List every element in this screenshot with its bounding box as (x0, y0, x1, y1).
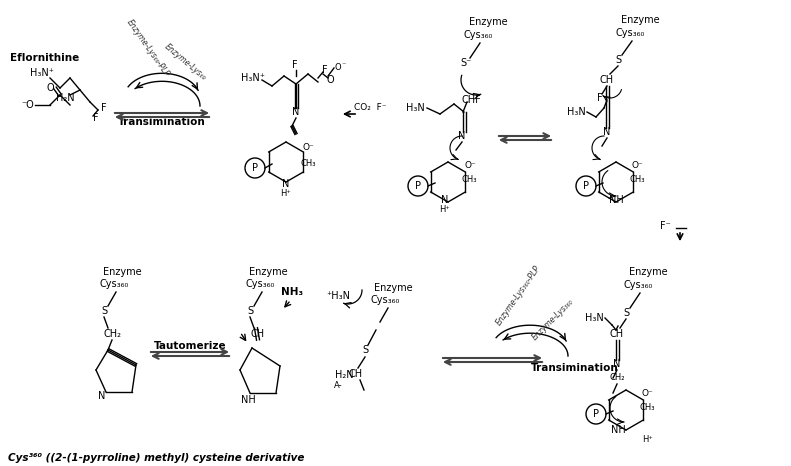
Text: CH₃: CH₃ (639, 404, 655, 412)
Text: O⁻: O⁻ (642, 389, 653, 397)
Text: Enzyme: Enzyme (469, 17, 507, 27)
Text: CH₃: CH₃ (301, 159, 316, 169)
Text: Transimination: Transimination (118, 117, 206, 127)
Text: Enzyme: Enzyme (103, 267, 142, 277)
Text: NH: NH (611, 425, 626, 435)
Text: N: N (458, 131, 466, 141)
Text: NH: NH (608, 195, 623, 205)
Text: H₃N: H₃N (566, 107, 585, 117)
Text: S: S (101, 306, 107, 316)
Text: CH: CH (600, 75, 614, 85)
Text: S⁻: S⁻ (460, 58, 471, 68)
Text: S: S (623, 308, 629, 318)
Text: Eflornithine: Eflornithine (10, 53, 80, 63)
Text: Enzyme: Enzyme (621, 15, 660, 25)
Text: H₂N: H₂N (335, 370, 354, 380)
Text: Enzyme-Lys₃₆₀: Enzyme-Lys₃₆₀ (531, 297, 576, 343)
Text: S: S (247, 306, 253, 316)
Text: N: N (441, 195, 448, 205)
Text: N: N (604, 127, 611, 137)
Text: H₃N: H₃N (585, 313, 604, 323)
Text: O⁻: O⁻ (302, 144, 314, 152)
Text: Enzyme: Enzyme (373, 283, 412, 293)
Text: Enzyme: Enzyme (629, 267, 668, 277)
Text: Enzyme-Lys₆₉: Enzyme-Lys₆₉ (162, 42, 208, 82)
Text: CH: CH (349, 369, 363, 379)
Text: ⁻: ⁻ (342, 61, 346, 69)
Text: Transimination: Transimination (531, 363, 619, 373)
Text: F⁻: F⁻ (660, 221, 671, 231)
Text: NH₃: NH₃ (281, 287, 303, 297)
Text: CH: CH (610, 329, 624, 339)
Text: O: O (335, 63, 341, 73)
Text: H₃N⁺: H₃N⁺ (241, 73, 265, 83)
Text: H₃N: H₃N (406, 103, 425, 113)
Text: Cys³⁶⁰ ((2-(1-pyrroline) methyl) cysteine derivative: Cys³⁶⁰ ((2-(1-pyrroline) methyl) cystein… (8, 453, 305, 463)
Text: Cys₃₆₀: Cys₃₆₀ (370, 295, 399, 305)
Text: CH: CH (251, 329, 265, 339)
Text: CH₂: CH₂ (103, 329, 121, 339)
Text: Cys₃₆₀: Cys₃₆₀ (464, 30, 493, 40)
Text: Enzyme: Enzyme (248, 267, 287, 277)
Text: ⁺H₃N: ⁺H₃N (326, 291, 350, 301)
Text: N: N (293, 107, 300, 117)
Text: O: O (326, 75, 334, 85)
Text: H₃N⁺: H₃N⁺ (30, 68, 54, 78)
Text: Cys₃₆₀: Cys₃₆₀ (100, 279, 129, 289)
Text: CH₃: CH₃ (630, 176, 645, 185)
Text: F: F (101, 103, 107, 113)
Text: CO₂  F⁻: CO₂ F⁻ (354, 103, 386, 111)
Text: F: F (292, 60, 298, 70)
Text: F: F (322, 65, 327, 75)
Text: CH₂: CH₂ (609, 374, 625, 383)
Text: Enzyme-Lys₃₆₀-PLP: Enzyme-Lys₃₆₀-PLP (494, 263, 542, 327)
Text: O: O (46, 83, 54, 93)
Text: F: F (93, 113, 99, 123)
Text: ⁻O: ⁻O (21, 100, 34, 110)
Text: NH: NH (240, 395, 255, 405)
Text: CH₃: CH₃ (461, 176, 477, 185)
Text: H⁺: H⁺ (440, 205, 450, 213)
Text: F: F (597, 93, 603, 103)
Text: N: N (613, 359, 621, 369)
Text: S: S (362, 345, 368, 355)
Text: Enzyme-Lys₆₉-PLP: Enzyme-Lys₆₉-PLP (125, 18, 171, 78)
Text: CHF: CHF (461, 95, 481, 105)
Text: P: P (415, 181, 421, 191)
Text: Tautomerize: Tautomerize (153, 341, 226, 351)
Text: Cys₃₆₀: Cys₃₆₀ (245, 279, 274, 289)
Text: N: N (282, 179, 290, 189)
Text: P: P (593, 409, 599, 419)
Text: P: P (583, 181, 589, 191)
Text: Cys₃₆₀: Cys₃₆₀ (615, 28, 645, 38)
Text: P: P (252, 163, 258, 173)
Text: S: S (615, 55, 621, 65)
Text: H⁺: H⁺ (281, 189, 291, 198)
Text: O⁻: O⁻ (631, 162, 643, 171)
Text: O⁻: O⁻ (464, 162, 476, 171)
Text: A-: A- (334, 382, 343, 391)
Text: N: N (98, 391, 106, 401)
Text: H⁺: H⁺ (642, 436, 653, 445)
Text: H₂N: H₂N (55, 93, 74, 103)
Text: Cys₃₆₀: Cys₃₆₀ (623, 280, 653, 290)
